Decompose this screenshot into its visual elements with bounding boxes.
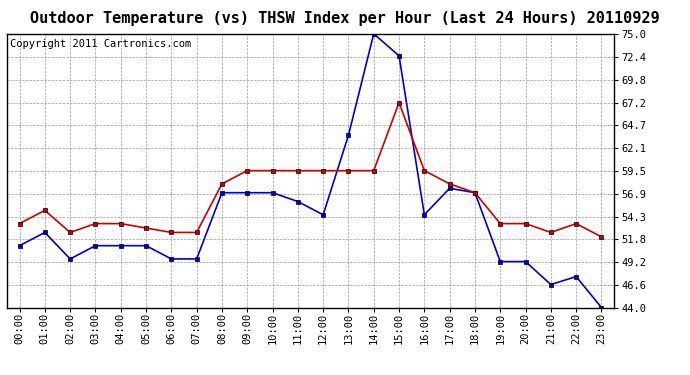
Text: Copyright 2011 Cartronics.com: Copyright 2011 Cartronics.com — [10, 39, 191, 49]
Text: Outdoor Temperature (vs) THSW Index per Hour (Last 24 Hours) 20110929: Outdoor Temperature (vs) THSW Index per … — [30, 11, 660, 26]
